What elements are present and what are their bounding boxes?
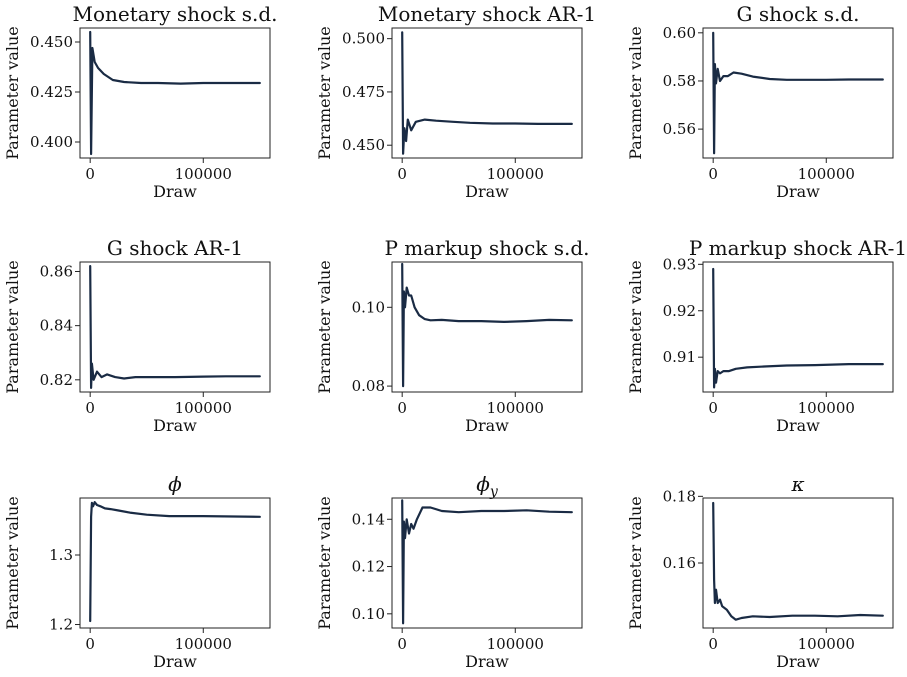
- chart-0-trace-line: [89, 30, 261, 156]
- chart-4-xtick-label-0: 0: [397, 399, 407, 417]
- chart-5-ytick-label-0: 0.91: [663, 348, 696, 366]
- chart-7-xtick-label-1: 100000: [487, 635, 544, 653]
- chart-2-ytick-label-1: 0.58: [663, 72, 696, 90]
- chart-8-trace-line: [712, 501, 884, 621]
- chart-6-ytick-label-1: 1.3: [49, 546, 73, 564]
- chart-7-frame: [391, 497, 583, 629]
- chart-0-title: Monetary shock s.d.: [72, 2, 277, 26]
- chart-3-trace-line: [89, 265, 261, 389]
- chart-7-x-axis-label: Draw: [465, 652, 509, 671]
- chart-3-xtick-label-1: 100000: [175, 399, 232, 417]
- chart-2-ytick-label-2: 0.60: [663, 24, 696, 42]
- chart-2-ytick-label-0: 0.56: [663, 120, 696, 138]
- chart-8-y-axis-label: Parameter value: [626, 496, 645, 630]
- chart-6-xtick-label-0: 0: [85, 635, 95, 653]
- chart-2-frame: [702, 27, 894, 159]
- chart-0-ytick-label-2: 0.450: [30, 33, 73, 51]
- chart-5: P markup shock AR-1 0.91 0.92 0.93 0 100000Dr…: [626, 236, 907, 435]
- chart-4-ytick-label-0: 0.08: [352, 377, 385, 395]
- chart-4-y-axis-label: Parameter value: [315, 260, 334, 394]
- chart-3-y-axis-label: Parameter value: [3, 260, 22, 394]
- chart-7-ytick-label-0: 0.10: [352, 605, 385, 623]
- chart-0-ytick-label-1: 0.425: [30, 83, 73, 101]
- chart-5-frame: [702, 261, 894, 393]
- chart-2-y-axis-label: Parameter value: [626, 26, 645, 160]
- chart-4-xtick-label-1: 100000: [487, 399, 544, 417]
- chart-2-trace-line: [712, 31, 884, 155]
- chart-8-frame: [702, 497, 894, 629]
- chart-1-ytick-label-0: 0.450: [342, 136, 385, 154]
- chart-8-xtick-label-1: 100000: [798, 635, 855, 653]
- chart-3-frame: [79, 261, 271, 393]
- chart-7-y-axis-label: Parameter value: [315, 496, 334, 630]
- chart-3-xtick-label-0: 0: [85, 399, 95, 417]
- chart-4-ytick-label-1: 0.10: [352, 298, 385, 316]
- chart-1-trace-line: [401, 31, 573, 155]
- chart-5-ytick-label-2: 0.93: [663, 255, 696, 273]
- chart-1-ytick-label-1: 0.475: [342, 83, 385, 101]
- chart-2-xtick-label-0: 0: [708, 165, 718, 183]
- chart-5-xtick-label-1: 100000: [798, 399, 855, 417]
- chart-7-title-subscript: y: [489, 484, 499, 500]
- chart-1-x-axis-label: Draw: [465, 182, 509, 201]
- chart-3-ytick-label-0: 0.82: [40, 371, 73, 389]
- chart-1-xtick-label-1: 100000: [487, 165, 544, 183]
- chart-8-x-axis-label: Draw: [776, 652, 820, 671]
- chart-1-xtick-label-0: 0: [397, 165, 407, 183]
- chart-6-title: ϕ: [168, 472, 182, 496]
- chart-5-title: P markup shock AR-1: [689, 236, 907, 260]
- chart-6-xtick-label-1: 100000: [175, 635, 232, 653]
- chart-6-ytick-label-0: 1.2: [49, 616, 73, 634]
- chart-1-y-axis-label: Parameter value: [315, 26, 334, 160]
- chart-2-title: G shock s.d.: [737, 2, 860, 26]
- chart-4-title: P markup shock s.d.: [384, 236, 589, 260]
- chart-3-x-axis-label: Draw: [153, 416, 197, 435]
- chart-1: Monetary shock AR-1 0.450 0.475 0.500 0 10000…: [315, 2, 596, 201]
- chart-4-trace-line: [401, 262, 573, 388]
- chart-7-title: ϕy: [476, 472, 499, 500]
- chart-6-x-axis-label: Draw: [153, 652, 197, 671]
- chart-2-x-axis-label: Draw: [776, 182, 820, 201]
- chart-5-y-axis-label: Parameter value: [626, 260, 645, 394]
- chart-5-x-axis-label: Draw: [776, 416, 820, 435]
- chart-7-ytick-label-1: 0.12: [352, 558, 385, 576]
- chart-6-trace-line: [89, 501, 261, 623]
- chart-0-ytick-label-0: 0.400: [30, 133, 73, 151]
- chart-0-xtick-label-0: 0: [85, 165, 95, 183]
- chart-5-ytick-label-1: 0.92: [663, 302, 696, 320]
- chart-5-xtick-label-0: 0: [708, 399, 718, 417]
- chart-7-xtick-label-0: 0: [397, 635, 407, 653]
- chart-3-title: G shock AR-1: [107, 236, 243, 260]
- chart-8-ytick-label-0: 0.16: [663, 554, 696, 572]
- chart-8-title: κ: [790, 472, 804, 496]
- chart-1-title: Monetary shock AR-1: [378, 2, 596, 26]
- chart-3-ytick-label-1: 0.84: [40, 317, 73, 335]
- chart-0-x-axis-label: Draw: [153, 182, 197, 201]
- chart-4-frame: [391, 261, 583, 393]
- chart-2-xtick-label-1: 100000: [798, 165, 855, 183]
- chart-0-xtick-label-1: 100000: [175, 165, 232, 183]
- chart-5-trace-line: [712, 267, 884, 389]
- chart-3-ytick-label-2: 0.86: [40, 262, 73, 280]
- chart-0-frame: [79, 27, 271, 159]
- chart-0-y-axis-label: Parameter value: [3, 26, 22, 160]
- chart-6-y-axis-label: Parameter value: [3, 496, 22, 630]
- chart-7-ytick-label-2: 0.14: [352, 510, 385, 528]
- chart-4-x-axis-label: Draw: [465, 416, 509, 435]
- chart-8-xtick-label-0: 0: [708, 635, 718, 653]
- chart-1-ytick-label-2: 0.500: [342, 30, 385, 48]
- chart-1-frame: [391, 27, 583, 159]
- chart-7-trace-line: [401, 499, 573, 625]
- chart-0: Monetary shock s.d. 0.400 0.425 0.450 0 10000…: [3, 2, 278, 201]
- chart-6-frame: [79, 497, 271, 629]
- chart-8-ytick-label-1: 0.18: [663, 487, 696, 505]
